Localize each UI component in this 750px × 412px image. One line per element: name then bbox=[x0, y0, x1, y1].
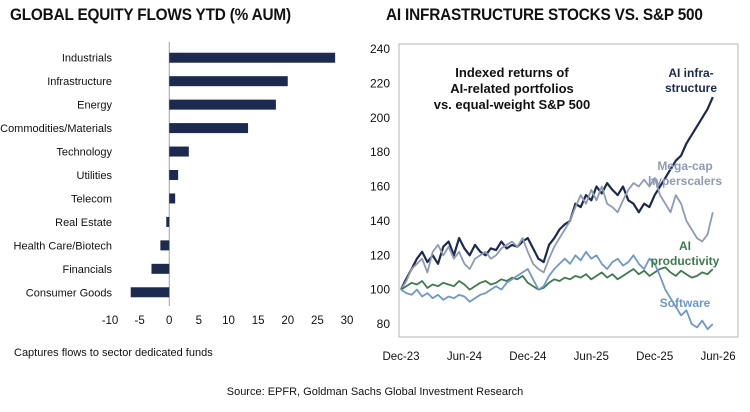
x-tick-label: Dec-25 bbox=[636, 351, 673, 363]
series-label: AI infra- bbox=[668, 66, 713, 80]
series-label: hyperscalers bbox=[648, 174, 722, 188]
x-tick-label: 0 bbox=[166, 315, 172, 327]
category-label: Energy bbox=[77, 100, 112, 112]
bar-real-estate bbox=[166, 216, 170, 227]
x-tick-label: Dec-24 bbox=[509, 351, 547, 363]
source-note: Source: EPFR, Goldman Sachs Global Inves… bbox=[226, 386, 524, 398]
x-tick-label: -10 bbox=[102, 315, 119, 327]
y-tick-label: 200 bbox=[370, 111, 390, 125]
series-label: Software bbox=[660, 296, 711, 310]
x-tick-label: -5 bbox=[135, 315, 145, 327]
y-tick-label: 100 bbox=[370, 283, 390, 297]
category-label: Telecom bbox=[71, 193, 112, 205]
left-chart-title: GLOBAL EQUITY FLOWS YTD (% AUM) bbox=[10, 6, 291, 24]
series-line-2 bbox=[400, 266, 714, 291]
bar-telecom bbox=[169, 193, 176, 204]
chart-annotation: AI-related portfolios bbox=[450, 81, 574, 96]
bar-energy bbox=[169, 99, 276, 110]
ai-line-chart: 80 100 120 140 160 180 200 220 240 Dec-23 Jun-24 De… bbox=[370, 42, 739, 363]
bar-utilities bbox=[169, 170, 179, 180]
category-label: Infrastructure bbox=[47, 76, 112, 88]
category-label: Industrials bbox=[62, 53, 113, 65]
y-tick-label: 180 bbox=[370, 145, 390, 159]
bar-industrials bbox=[169, 52, 336, 63]
y-tick-label: 120 bbox=[370, 248, 390, 262]
x-tick-label: 10 bbox=[222, 315, 235, 327]
y-tick-label: 80 bbox=[377, 317, 391, 331]
chart-annotation: vs. equal-weight S&P 500 bbox=[434, 97, 591, 112]
x-tick-label: 5 bbox=[196, 315, 202, 327]
bar-infrastructure bbox=[169, 76, 288, 87]
series-label: AI bbox=[679, 239, 691, 253]
x-tick-label: Jun-24 bbox=[447, 351, 483, 363]
bar-consumer-goods bbox=[130, 287, 170, 298]
series-label: structure bbox=[665, 81, 717, 95]
flows-bar-chart: Industrials Infrastructure Energy Commoditi… bbox=[0, 42, 354, 327]
category-label: Real Estate bbox=[55, 217, 112, 229]
x-tick-label: Jun-25 bbox=[574, 351, 609, 363]
x-tick-label: 30 bbox=[341, 315, 354, 327]
series-line-1 bbox=[400, 177, 714, 291]
series-label: Mega-cap bbox=[657, 159, 712, 173]
series-line-0 bbox=[400, 96, 714, 291]
y-tick-label: 240 bbox=[370, 42, 390, 56]
y-tick-label: 140 bbox=[370, 214, 390, 228]
x-tick-label: Jun-26 bbox=[701, 351, 736, 363]
bar-financials bbox=[151, 263, 170, 274]
right-chart-title: AI INFRASTRUCTURE STOCKS VS. S&P 500 bbox=[386, 6, 703, 24]
bar-commodities-materials bbox=[169, 123, 249, 134]
category-label: Commodities/Materials bbox=[0, 123, 112, 135]
category-label: Technology bbox=[56, 147, 112, 159]
y-tick-label: 220 bbox=[370, 76, 390, 90]
left-chart-note: Captures flows to sector dedicated funds bbox=[14, 347, 213, 359]
category-label: Financials bbox=[62, 264, 112, 276]
x-tick-label: 20 bbox=[281, 315, 294, 327]
chart-annotation: Indexed returns of bbox=[455, 65, 569, 80]
x-tick-label: 25 bbox=[311, 315, 324, 327]
category-label: Utilities bbox=[77, 170, 113, 182]
category-label: Consumer Goods bbox=[26, 287, 113, 299]
category-label: Health Care/Biotech bbox=[14, 240, 112, 252]
series-label: productivity bbox=[651, 254, 720, 268]
plot-frame bbox=[398, 43, 739, 338]
bar-health-care-biotech bbox=[160, 240, 170, 251]
series-line-3 bbox=[400, 250, 714, 331]
x-tick-label: Dec-23 bbox=[382, 351, 419, 363]
bar-technology bbox=[169, 146, 189, 157]
y-tick-label: 160 bbox=[370, 180, 390, 194]
x-tick-label: 15 bbox=[252, 315, 265, 327]
